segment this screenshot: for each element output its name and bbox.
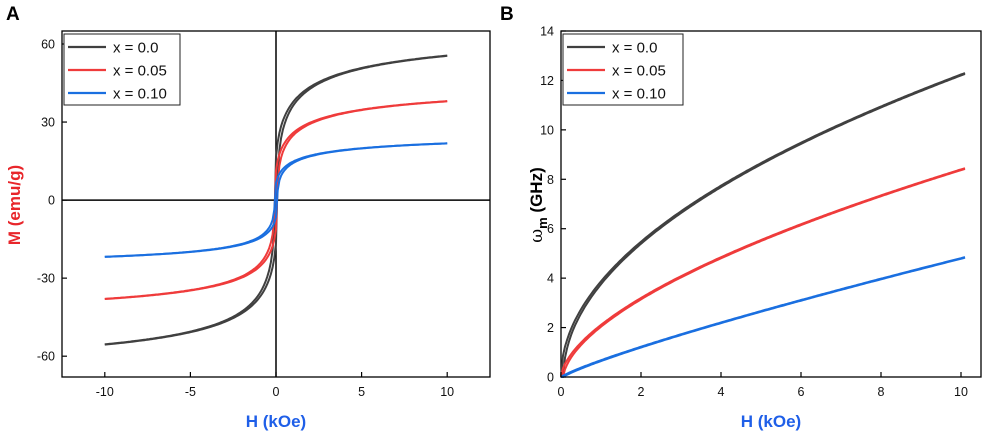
panel-b-letter: B [500, 4, 514, 25]
panel-b-ytick-label: 0 [547, 371, 554, 385]
panel-b-legend-label-1: x = 0.05 [612, 63, 666, 80]
panel-b-series-2-branch-1 [560, 256, 966, 378]
panel-a-ytick-label: 0 [48, 194, 55, 208]
panel-a-xtick-label: 5 [358, 385, 365, 399]
panel-b-ytick-label: 14 [540, 25, 554, 39]
panel-a-letter: A [6, 4, 20, 25]
panel-a-series-2-down-branch [104, 142, 448, 258]
panel-a-series-1-down-branch [104, 100, 448, 300]
panel-a-ylabel: M (emu/g) [5, 165, 24, 245]
panel-b-xtick-label: 6 [798, 385, 805, 399]
panel-b-ytick-label: 12 [540, 74, 554, 88]
panel-b-ytick-label: 8 [547, 173, 554, 187]
panel-a-ytick-label: 30 [41, 116, 55, 130]
panel-b-ylabel-main: ω [527, 229, 547, 243]
panel-a-legend-label-0: x = 0.0 [113, 40, 158, 57]
panel-b-legend: x = 0.0 x = 0.05 x = 0.10 [562, 33, 684, 106]
panel-b-ylabel-sub: m [535, 217, 550, 229]
panel-a-series-0-down-branch [104, 54, 448, 346]
panel-b-xtick-label: 10 [954, 385, 968, 399]
panel-b-legend-label-2: x = 0.10 [612, 86, 666, 103]
panel-b-ytick-label: 6 [547, 222, 554, 236]
panel-b-xtick-label: 2 [638, 385, 645, 399]
panel-b-ytick-label: 4 [547, 272, 554, 286]
panel-b-xtick-label: 8 [878, 385, 885, 399]
panel-b-ylabel: ωm (GHz) [527, 167, 550, 242]
panel-a-ytick-label: -60 [37, 350, 55, 364]
panel-b-legend-label-0: x = 0.0 [612, 40, 657, 57]
panel-b-ticks: 0 2 4 6 8 10 0 2 4 6 8 10 12 14 [540, 25, 968, 400]
panel-a-ytick-label: -30 [37, 272, 55, 286]
panel-b-frame [560, 30, 982, 378]
panel-a-series [104, 54, 448, 346]
panel-a-xtick-label: -10 [96, 385, 114, 399]
panel-a-ytick-label: 60 [41, 38, 55, 52]
panel-a-ticks: -10 -5 0 5 10 -60 -30 0 30 60 [37, 38, 454, 399]
panel-b-xtick-label: 0 [558, 385, 565, 399]
panel-a-xtick-label: 10 [440, 385, 454, 399]
panel-b-series-2-branch-2 [561, 256, 966, 378]
panel-b-ytick-label: 2 [547, 321, 554, 335]
panel-a-legend-label-2: x = 0.10 [113, 86, 167, 103]
panel-a-legend: x = 0.0 x = 0.05 x = 0.10 [63, 33, 181, 106]
panel-b-xlabel: H (kOe) [741, 412, 801, 431]
panel-a-xlabel: H (kOe) [246, 412, 306, 431]
panel-a-legend-label-1: x = 0.05 [113, 63, 167, 80]
panel-b-series-0-branch-1 [560, 72, 966, 378]
panel-a-xtick-label: 0 [273, 385, 280, 399]
panel-b-ytick-label: 10 [540, 123, 554, 137]
panel-b-series [560, 72, 966, 378]
panel-b-xtick-label: 4 [718, 385, 725, 399]
panel-a-xtick-label: -5 [185, 385, 196, 399]
panel-b-series-0-branch-2 [561, 72, 966, 378]
panel-b-series-1-branch-2 [561, 167, 966, 378]
panel-b-ylabel-unit: (GHz) [527, 167, 546, 217]
